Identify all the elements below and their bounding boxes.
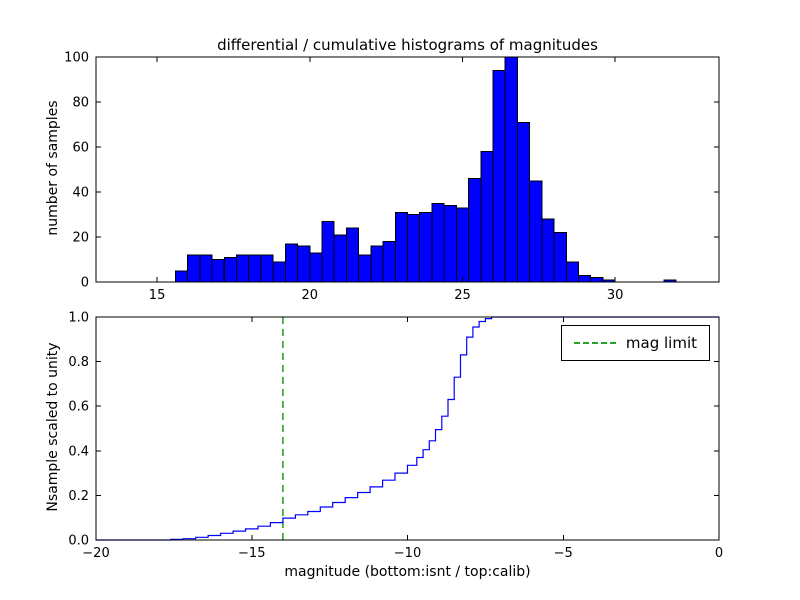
- histogram-bar: [321, 220, 335, 283]
- histogram-bar: [516, 121, 531, 283]
- legend-dashed-line-icon: [573, 342, 616, 344]
- x-axis-label: magnitude (bottom:isnt / top:calib): [284, 564, 531, 580]
- histogram-bar: [236, 254, 250, 283]
- histogram-bar: [504, 56, 518, 283]
- histogram-bar: [578, 274, 592, 283]
- legend: mag limit: [560, 325, 710, 361]
- histogram-bar: [223, 256, 238, 283]
- tick-labels: −20 −15 −10 −5 0 0.0 0.2 0.4 0.6 0.8 1.0: [68, 311, 723, 562]
- tick-labels: 15 20 25 30 0 20 40 60 80 100: [64, 51, 623, 304]
- histogram-bar: [443, 205, 457, 283]
- y-tick-label: 1.0: [68, 311, 89, 326]
- histogram-bar: [272, 261, 286, 283]
- histogram-bar: [407, 214, 421, 283]
- figure-title: differential / cumulative histograms of …: [217, 36, 598, 54]
- y-tick-label: 100: [64, 51, 89, 66]
- histogram-bar: [480, 151, 494, 283]
- histogram-bar: [382, 241, 396, 283]
- y-tick-label: 0.0: [68, 534, 89, 549]
- histogram-bar: [419, 211, 433, 283]
- histogram-bar: [187, 254, 201, 283]
- histogram-bar: [565, 261, 579, 283]
- x-tick-label: −5: [554, 546, 573, 561]
- histogram-bar: [590, 277, 604, 283]
- y-tick-label: 60: [72, 141, 89, 156]
- histogram-bar: [455, 207, 470, 283]
- histogram-bar: [199, 254, 213, 283]
- x-tick-label: 20: [302, 288, 319, 303]
- ticks: [95, 316, 720, 541]
- histogram-bar: [468, 178, 482, 283]
- y-tick-label: 0.4: [68, 444, 89, 459]
- y-tick-label: 0: [81, 276, 89, 291]
- cumulative-line: [96, 316, 719, 541]
- y-tick-label: 20: [72, 231, 89, 246]
- histogram-bar: [333, 234, 347, 283]
- histogram-bar: [309, 252, 323, 283]
- histogram-bar: [174, 270, 189, 283]
- histogram-bar: [297, 245, 311, 283]
- bottom-y-axis-label: Nsample scaled to unity: [45, 342, 61, 512]
- legend-label: mag limit: [625, 334, 697, 352]
- differential-histogram-axes: 15 20 25 30 0 20 40 60 80 100: [64, 51, 720, 304]
- histogram-bar: [492, 70, 506, 283]
- histogram-bar: [370, 245, 384, 283]
- y-tick-label: 0.8: [68, 355, 89, 370]
- x-tick-label: 15: [149, 288, 166, 303]
- cumulative-histogram-axes: −20 −15 −10 −5 0 0.0 0.2 0.4 0.6 0.8 1.0: [68, 311, 723, 562]
- y-tick-label: 0.2: [68, 489, 89, 504]
- histogram-bar: [431, 202, 445, 283]
- histogram-bar: [553, 232, 567, 283]
- x-tick-label: −20: [82, 546, 109, 561]
- top-y-axis-label: number of samples: [45, 100, 61, 236]
- x-tick-label: 25: [454, 288, 471, 303]
- histogram-bar: [248, 254, 262, 283]
- histogram-bar: [345, 227, 360, 283]
- y-tick-label: 0.6: [68, 400, 89, 415]
- ticks: [96, 56, 719, 283]
- histogram-bar: [211, 259, 225, 283]
- histogram-bar: [284, 243, 298, 283]
- histogram-bar: [541, 218, 555, 283]
- histogram-bar: [529, 180, 543, 283]
- histogram-bar: [394, 211, 408, 283]
- x-tick-label: 30: [607, 288, 624, 303]
- histogram-bar: [358, 254, 372, 283]
- x-tick-label: 0: [715, 546, 723, 561]
- y-tick-label: 80: [72, 96, 89, 111]
- y-tick-label: 40: [72, 186, 89, 201]
- x-tick-label: −10: [394, 546, 421, 561]
- axes-frame: [95, 56, 720, 283]
- histogram-bars: [174, 56, 677, 283]
- x-tick-label: −15: [238, 546, 265, 561]
- histogram-bar: [260, 254, 274, 283]
